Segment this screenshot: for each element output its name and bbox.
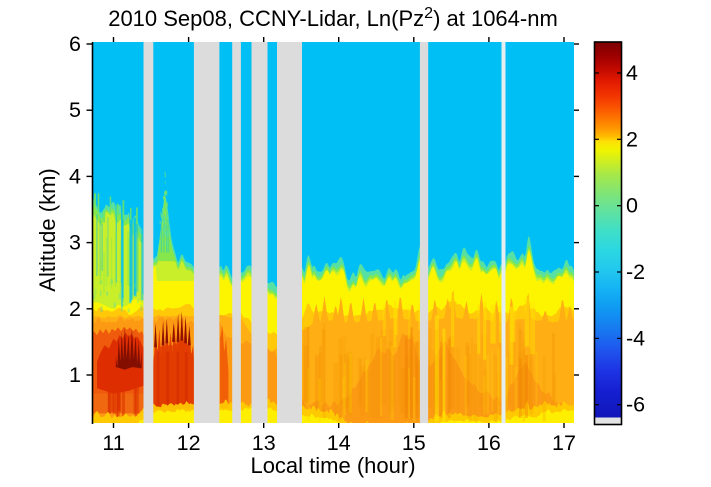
svg-text:-4: -4 [626,326,645,350]
svg-text:5: 5 [69,98,81,122]
svg-text:0: 0 [626,194,638,218]
svg-text:2: 2 [69,297,81,321]
svg-text:2010 Sep08, CCNY-Lidar, Ln(Pz2: 2010 Sep08, CCNY-Lidar, Ln(Pz2) at 1064-… [108,5,558,31]
svg-text:16: 16 [477,431,501,455]
svg-text:-6: -6 [626,393,645,417]
svg-text:Local time (hour): Local time (hour) [250,453,415,478]
svg-text:6: 6 [69,32,81,56]
svg-text:4: 4 [69,164,81,188]
svg-text:14: 14 [327,431,351,455]
svg-text:Altitude (km): Altitude (km) [35,168,60,291]
svg-text:17: 17 [552,431,576,455]
svg-text:-2: -2 [626,260,645,284]
svg-text:12: 12 [177,431,201,455]
svg-text:1: 1 [69,363,81,387]
svg-text:11: 11 [102,431,124,455]
svg-text:2: 2 [626,127,638,151]
svg-text:13: 13 [252,431,276,455]
svg-text:4: 4 [626,61,638,85]
svg-text:3: 3 [69,231,81,255]
svg-text:15: 15 [402,431,426,455]
